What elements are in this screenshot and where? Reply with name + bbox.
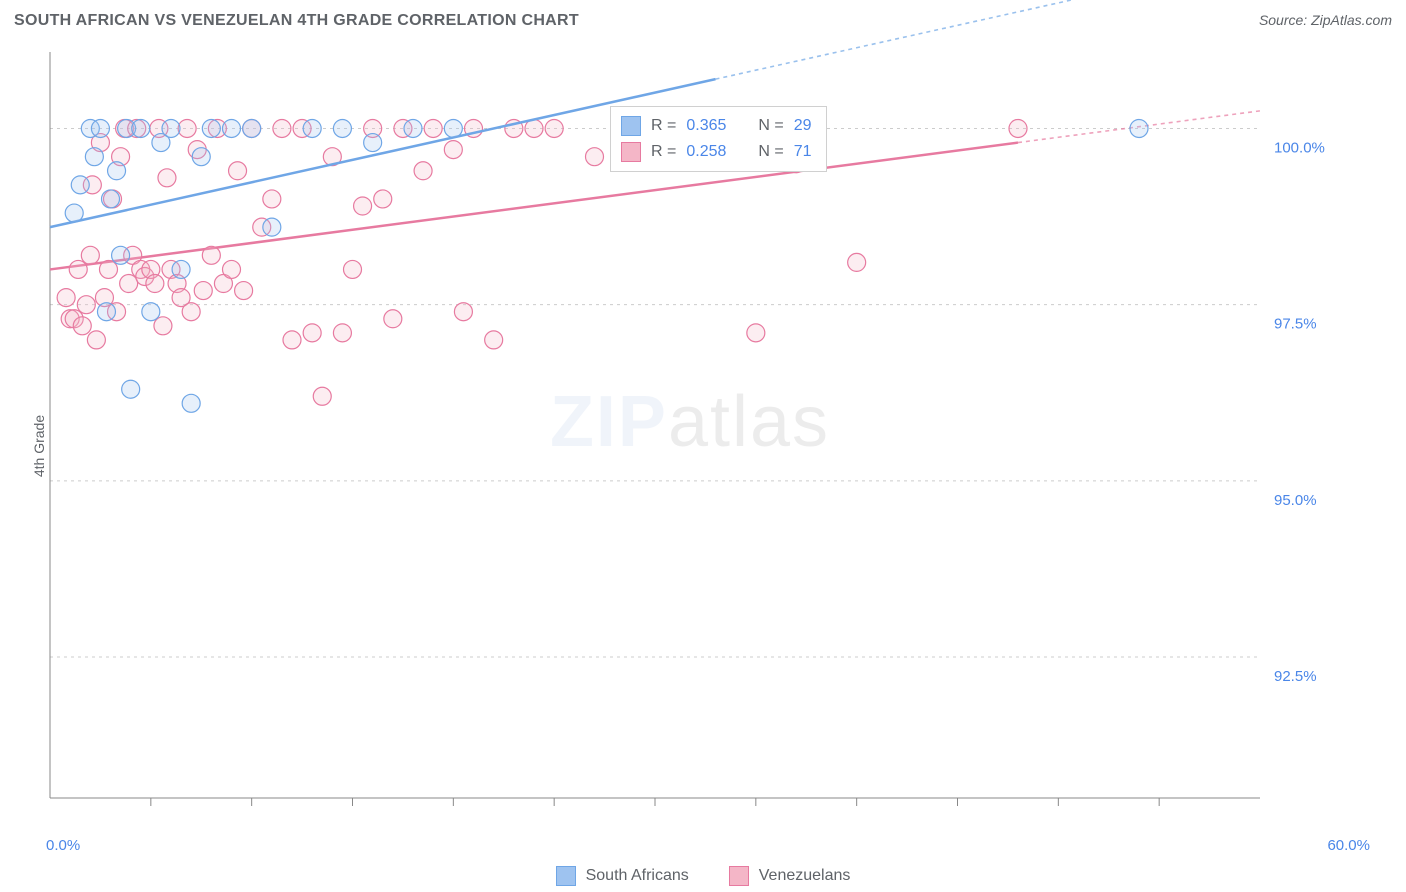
source-attribution: Source: ZipAtlas.com (1259, 12, 1392, 28)
source-prefix: Source: (1259, 12, 1311, 28)
data-point-south_africans (65, 204, 83, 222)
legend-n-label: N = (758, 139, 783, 165)
y-tick-label: 95.0% (1274, 492, 1317, 509)
legend-swatch (556, 866, 576, 886)
y-tick-label: 92.5% (1274, 668, 1317, 685)
data-point-venezuelans (424, 119, 442, 137)
data-point-venezuelans (73, 317, 91, 335)
correlation-legend: R = 0.365 N = 29 R = 0.258 N = 71 (610, 106, 827, 172)
data-point-south_africans (364, 134, 382, 152)
x-min-label: 0.0% (46, 837, 80, 854)
legend-swatch (621, 142, 641, 162)
data-point-venezuelans (384, 310, 402, 328)
data-point-south_africans (182, 394, 200, 412)
data-point-venezuelans (77, 296, 95, 314)
page-title: SOUTH AFRICAN VS VENEZUELAN 4TH GRADE CO… (14, 12, 579, 30)
legend-r-value: 0.258 (686, 139, 726, 165)
data-point-venezuelans (747, 324, 765, 342)
data-point-south_africans (85, 148, 103, 166)
data-point-venezuelans (154, 317, 172, 335)
legend-swatch (729, 866, 749, 886)
data-point-venezuelans (545, 119, 563, 137)
data-point-venezuelans (848, 253, 866, 271)
data-point-south_africans (303, 119, 321, 137)
data-point-venezuelans (444, 141, 462, 159)
data-point-venezuelans (202, 246, 220, 264)
legend-n-value: 29 (794, 113, 812, 139)
data-point-south_africans (112, 246, 130, 264)
data-point-venezuelans (235, 282, 253, 300)
data-point-venezuelans (485, 331, 503, 349)
data-point-south_africans (243, 119, 261, 137)
data-point-south_africans (71, 176, 89, 194)
data-point-venezuelans (414, 162, 432, 180)
data-point-venezuelans (354, 197, 372, 215)
data-point-south_africans (132, 119, 150, 137)
data-point-venezuelans (313, 387, 331, 405)
source-link[interactable]: ZipAtlas.com (1311, 12, 1392, 28)
series-legend: South Africans Venezuelans (0, 866, 1406, 886)
data-point-venezuelans (120, 275, 138, 293)
data-point-venezuelans (333, 324, 351, 342)
data-point-venezuelans (194, 282, 212, 300)
data-point-venezuelans (146, 275, 164, 293)
data-point-venezuelans (229, 162, 247, 180)
data-point-south_africans (444, 119, 462, 137)
data-point-venezuelans (303, 324, 321, 342)
data-point-south_africans (333, 119, 351, 137)
data-point-venezuelans (586, 148, 604, 166)
legend-row-venezuelans: R = 0.258 N = 71 (621, 139, 812, 165)
data-point-south_africans (102, 190, 120, 208)
data-point-venezuelans (344, 260, 362, 278)
data-point-south_africans (162, 119, 180, 137)
data-point-south_africans (172, 260, 190, 278)
legend-n-label: N = (758, 113, 783, 139)
legend-swatch (621, 116, 641, 136)
data-point-south_africans (122, 380, 140, 398)
data-point-venezuelans (81, 246, 99, 264)
data-point-south_africans (223, 119, 241, 137)
data-point-venezuelans (283, 331, 301, 349)
data-point-venezuelans (263, 190, 281, 208)
x-max-label: 60.0% (1327, 837, 1370, 854)
legend-item: South Africans (556, 866, 689, 886)
data-point-venezuelans (1009, 119, 1027, 137)
legend-n-value: 71 (794, 139, 812, 165)
data-point-south_africans (142, 303, 160, 321)
data-point-venezuelans (69, 260, 87, 278)
data-point-south_africans (192, 148, 210, 166)
data-point-venezuelans (273, 119, 291, 137)
data-point-south_africans (91, 119, 109, 137)
data-point-south_africans (108, 162, 126, 180)
legend-row-south_africans: R = 0.365 N = 29 (621, 113, 812, 139)
legend-r-label: R = (651, 139, 676, 165)
legend-r-label: R = (651, 113, 676, 139)
chart-area: 92.5%95.0%97.5%100.0% ZIPatlas R = 0.365… (50, 48, 1330, 828)
data-point-venezuelans (87, 331, 105, 349)
legend-label: South Africans (586, 867, 689, 885)
data-point-south_africans (263, 218, 281, 236)
data-point-venezuelans (178, 119, 196, 137)
data-point-south_africans (1130, 119, 1148, 137)
y-tick-label: 97.5% (1274, 316, 1317, 333)
y-tick-label: 100.0% (1274, 139, 1325, 156)
data-point-venezuelans (454, 303, 472, 321)
data-point-south_africans (404, 119, 422, 137)
data-point-venezuelans (374, 190, 392, 208)
data-point-venezuelans (99, 260, 117, 278)
legend-label: Venezuelans (759, 867, 851, 885)
data-point-south_africans (202, 119, 220, 137)
legend-r-value: 0.365 (686, 113, 726, 139)
data-point-venezuelans (223, 260, 241, 278)
data-point-venezuelans (57, 289, 75, 307)
data-point-venezuelans (182, 303, 200, 321)
data-point-venezuelans (158, 169, 176, 187)
data-point-south_africans (97, 303, 115, 321)
y-axis-label: 4th Grade (31, 415, 47, 477)
legend-item: Venezuelans (729, 866, 851, 886)
